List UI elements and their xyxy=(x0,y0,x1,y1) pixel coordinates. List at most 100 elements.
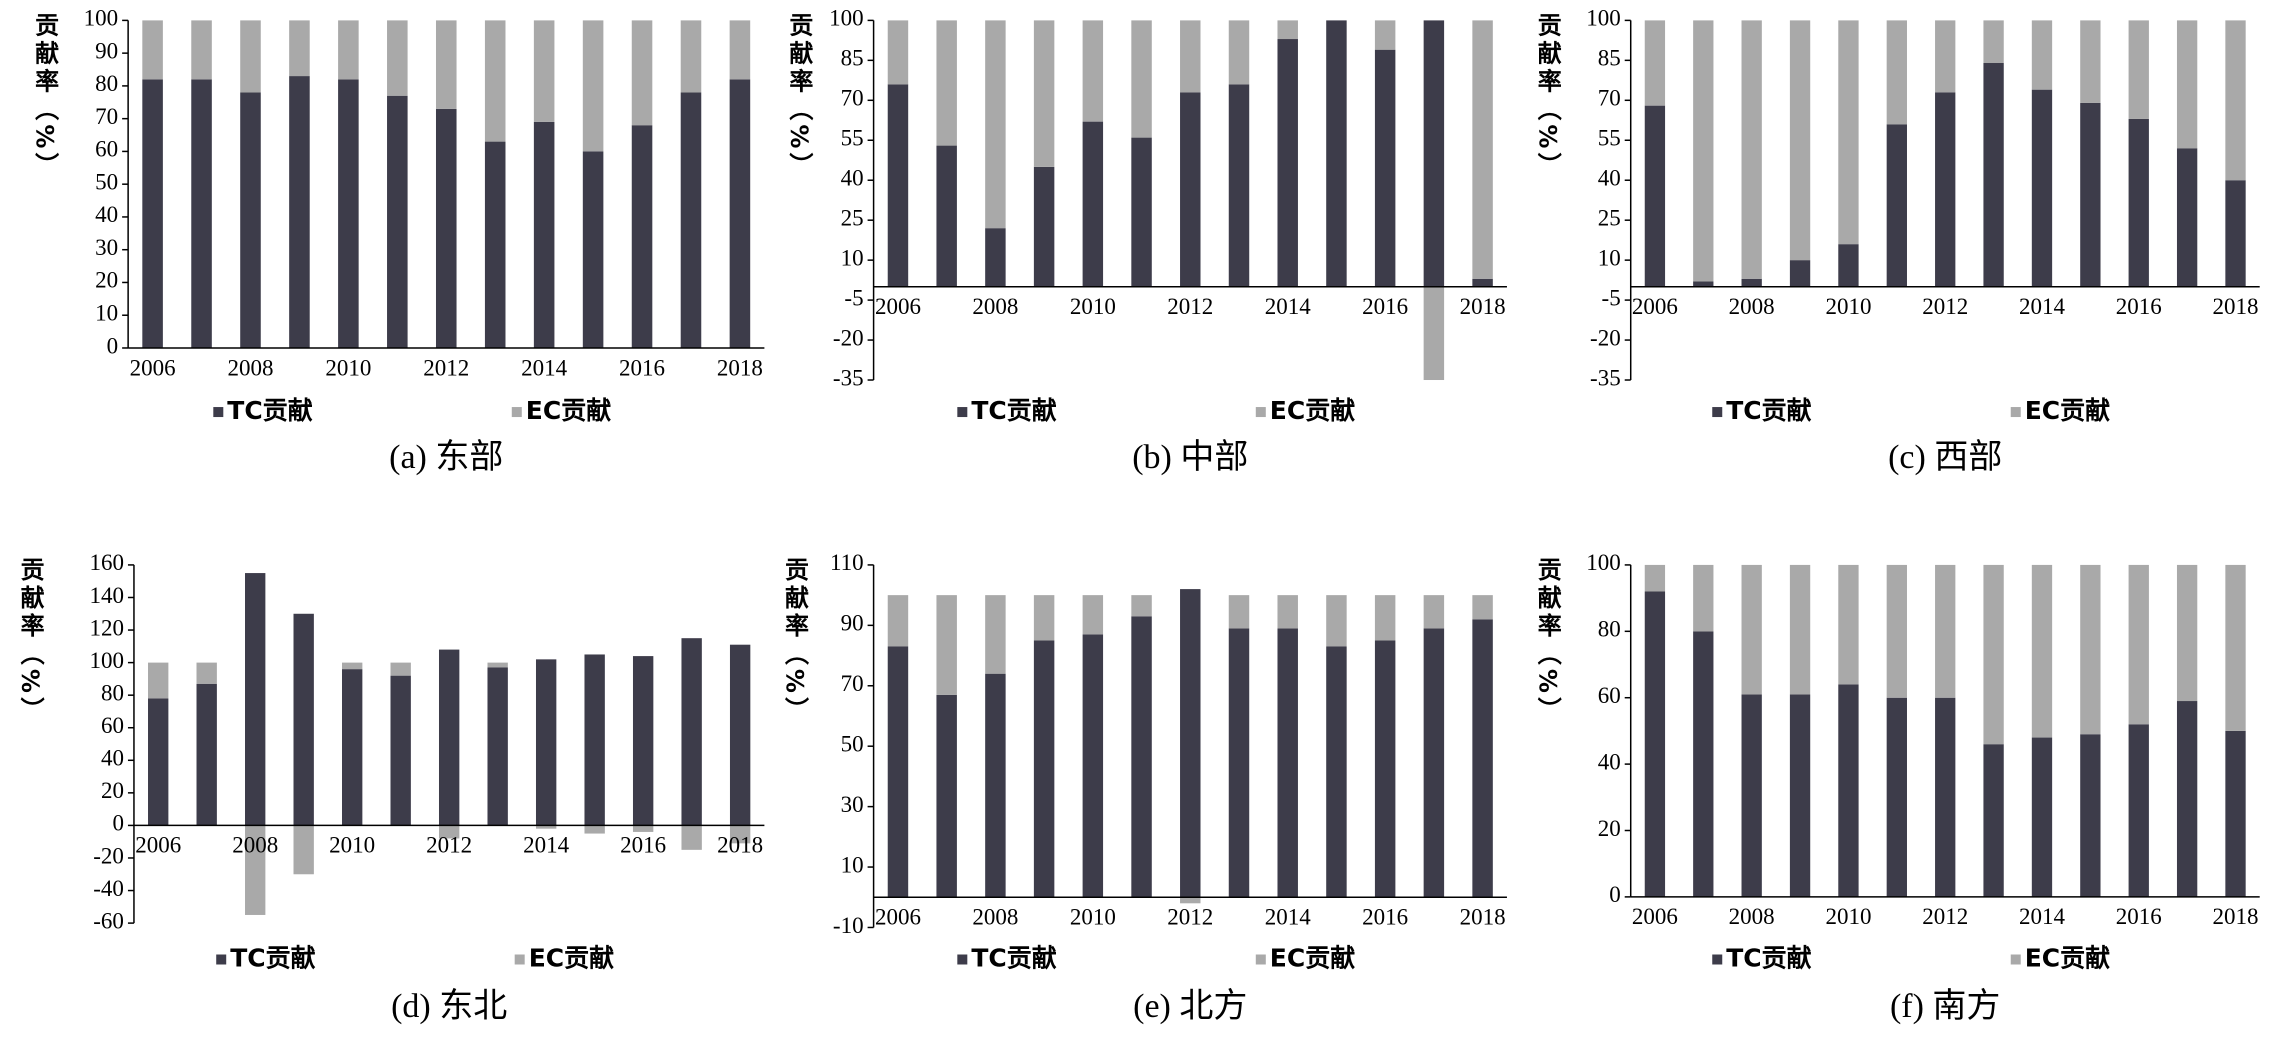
bar-segment xyxy=(1886,124,1907,287)
bar-segment xyxy=(2225,730,2246,897)
bar-segment xyxy=(535,659,557,826)
caption: (c) 西部 xyxy=(1888,438,2002,476)
bar-segment xyxy=(584,825,605,834)
x-tick-label: 2016 xyxy=(1362,905,1408,930)
bar-segment xyxy=(148,698,169,826)
bar-segment xyxy=(142,79,163,348)
bar-segment xyxy=(1789,20,1811,261)
y-axis-label: 贡献率（%） xyxy=(781,557,809,725)
legend-label: TC贡献 xyxy=(971,944,1056,973)
y-tick-label: 70 xyxy=(95,104,118,129)
bar-segment xyxy=(887,84,909,287)
y-tick-label: 10 xyxy=(95,301,118,326)
x-tick-label: 2012 xyxy=(1922,294,1968,319)
x-tick-label: 2014 xyxy=(1265,905,1312,930)
y-axis-label: 贡献率（%） xyxy=(1533,12,1561,180)
x-tick-label: 2012 xyxy=(423,355,469,380)
bar-segment xyxy=(293,825,314,875)
y-tick-label: -5 xyxy=(844,285,863,310)
bar-segment xyxy=(1228,628,1250,898)
bar-segment xyxy=(196,662,217,684)
bar-segment xyxy=(1374,20,1396,50)
bar-segment xyxy=(435,20,457,109)
bar-segment xyxy=(245,825,266,915)
y-tick-label: 50 xyxy=(841,731,864,756)
bar-segment xyxy=(533,121,555,348)
bar-segment xyxy=(681,638,702,826)
bar-segment xyxy=(1277,20,1298,40)
bar-segment xyxy=(341,669,363,826)
bar-segment xyxy=(191,79,212,348)
bar-segment xyxy=(1789,260,1811,287)
x-tick-label: 2016 xyxy=(2116,294,2162,319)
bar-segment xyxy=(240,92,261,348)
bar-segment xyxy=(1838,20,1859,245)
bar-segment xyxy=(985,595,1006,674)
x-tick-label: 2014 xyxy=(521,355,568,380)
bar-segment xyxy=(1180,20,1201,93)
bar-segment xyxy=(1277,39,1298,287)
x-tick-label: 2006 xyxy=(1632,904,1678,929)
legend-swatch xyxy=(957,407,968,418)
x-tick-label: 2008 xyxy=(232,833,278,858)
x-tick-label: 2010 xyxy=(1070,294,1116,319)
bar-segment xyxy=(2176,564,2198,702)
legend-swatch xyxy=(1255,407,1266,418)
legend-swatch xyxy=(514,954,525,965)
bar-segment xyxy=(584,654,605,826)
bar-segment xyxy=(2080,102,2101,287)
bar-segment xyxy=(680,20,702,93)
x-tick-label: 2006 xyxy=(875,294,921,319)
bar-segment xyxy=(1374,640,1396,898)
bar-segment xyxy=(2225,20,2246,181)
y-tick-label: 55 xyxy=(841,126,864,151)
x-tick-label: 2018 xyxy=(1460,905,1506,930)
y-tick-label: -35 xyxy=(1590,365,1621,390)
bar-segment xyxy=(632,825,654,832)
y-tick-label: 100 xyxy=(1586,550,1621,575)
y-axis-label: 贡献率（%） xyxy=(785,12,813,180)
bar-segment xyxy=(1693,564,1714,632)
bar-segment xyxy=(1983,564,2004,745)
bar-segment xyxy=(1935,697,1956,897)
y-tick-label: -60 xyxy=(93,908,124,933)
caption: (e) 北方 xyxy=(1133,987,1247,1025)
bar-segment xyxy=(1277,628,1298,898)
bar-segment xyxy=(887,595,909,647)
y-tick-label: 40 xyxy=(101,746,124,771)
bar-segment xyxy=(1423,286,1445,381)
legend-label: EC贡献 xyxy=(526,396,611,425)
bar-segment xyxy=(2176,20,2198,149)
y-tick-label: 100 xyxy=(84,6,119,31)
y-tick-label: 40 xyxy=(841,166,864,191)
bar-segment xyxy=(487,662,508,668)
x-tick-label: 2016 xyxy=(619,355,665,380)
bar-segment xyxy=(1983,20,2004,64)
bar-segment xyxy=(1644,20,1666,106)
bar-segment xyxy=(1935,92,1956,287)
bar-segment xyxy=(142,20,163,80)
legend-swatch xyxy=(1255,954,1266,965)
bar-segment xyxy=(435,108,457,348)
x-tick-label: 2014 xyxy=(2019,904,2066,929)
y-tick-label: 0 xyxy=(107,333,119,358)
y-tick-label: 60 xyxy=(95,137,118,162)
y-tick-label: 60 xyxy=(101,713,124,738)
bar-segment xyxy=(387,95,408,348)
bar-segment xyxy=(1228,20,1250,85)
y-tick-label: 40 xyxy=(95,202,118,227)
y-tick-label: 20 xyxy=(95,268,118,293)
bar-segment xyxy=(1228,595,1250,629)
bar-segment xyxy=(289,20,310,77)
bar-segment xyxy=(729,644,751,826)
bar-segment xyxy=(2080,734,2101,897)
legend-swatch xyxy=(2010,407,2021,418)
y-tick-label: 90 xyxy=(841,611,864,636)
y-tick-label: 25 xyxy=(841,205,864,230)
bar-segment xyxy=(1033,166,1055,287)
bar-segment xyxy=(2080,20,2101,103)
bar-segment xyxy=(2031,564,2053,738)
bar-segment xyxy=(2031,89,2053,287)
bar-segment xyxy=(1423,595,1445,629)
